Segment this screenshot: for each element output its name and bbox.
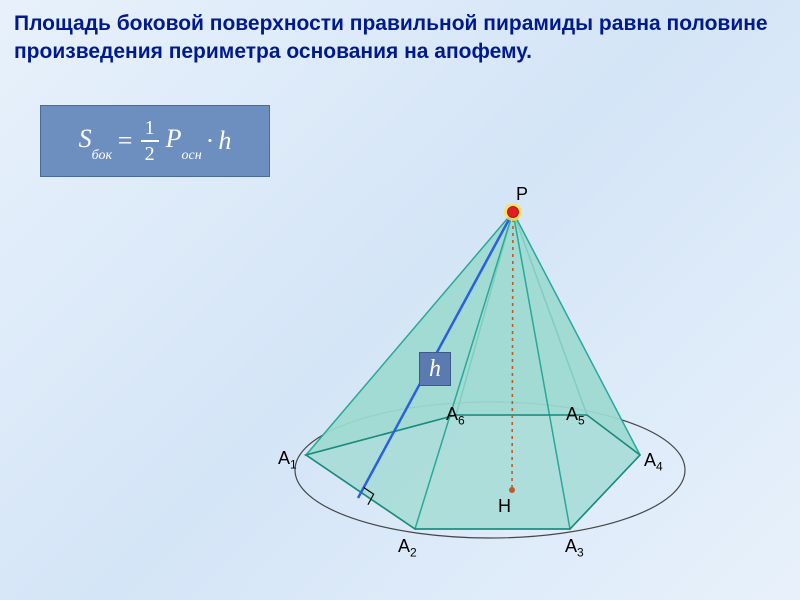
label-P: P <box>516 184 528 205</box>
label-H: H <box>498 496 511 517</box>
label-A2: A2 <box>398 536 417 560</box>
label-A3: A3 <box>565 536 584 560</box>
pyramid-diagram <box>0 0 800 600</box>
label-A5: A5 <box>566 404 585 428</box>
label-A6: A6 <box>446 404 465 428</box>
apothem-h-badge: h <box>419 352 451 386</box>
label-A4: A4 <box>644 450 663 474</box>
label-A1: A1 <box>278 448 297 472</box>
